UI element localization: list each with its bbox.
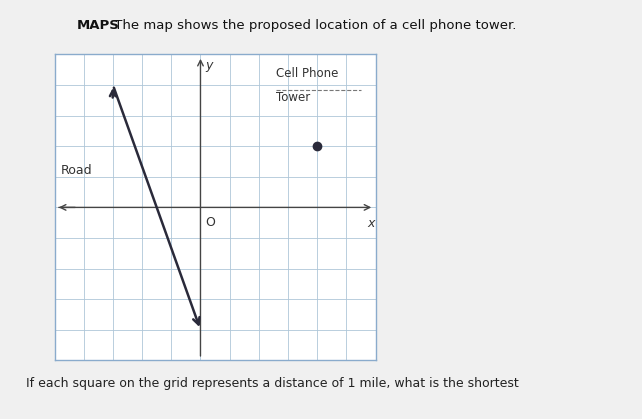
Text: Tower: Tower	[276, 91, 311, 104]
Text: y: y	[205, 59, 213, 72]
Text: The map shows the proposed location of a cell phone tower.: The map shows the proposed location of a…	[110, 18, 517, 32]
Text: Cell Phone: Cell Phone	[276, 67, 339, 80]
Text: x: x	[367, 217, 375, 230]
Text: Road: Road	[60, 164, 92, 177]
Text: If each square on the grid represents a distance of 1 mile, what is the shortest: If each square on the grid represents a …	[26, 377, 519, 390]
Text: MAPS: MAPS	[77, 18, 120, 32]
Text: O: O	[205, 216, 216, 229]
